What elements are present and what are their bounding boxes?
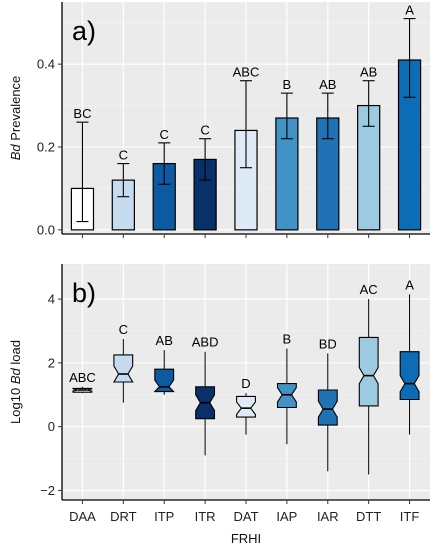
significance-letter: C <box>119 322 128 337</box>
panel-b-x-ticks <box>81 500 411 504</box>
x-tick-label: DRT <box>110 509 137 524</box>
significance-letter: A <box>405 3 414 18</box>
y-tick-label: 0 <box>48 419 55 434</box>
y-tick-label: −2 <box>40 483 55 498</box>
box-dtt <box>358 336 379 407</box>
panel-b-significance-letters: ABC C AB ABD D B BD AC A <box>69 277 414 391</box>
panel-a-y-ticks: 0.0 0.2 0.4 <box>37 57 62 237</box>
panel-b-label: b) <box>72 278 96 308</box>
panel-a-prevalence: BC C C C ABC B AB AB A a) 0.0 0.2 0.4 Bd Prevalenc… <box>8 2 430 238</box>
panel-b-boxplots <box>72 294 420 475</box>
significance-letter: B <box>283 77 292 92</box>
x-tick-label: DAT <box>233 509 258 524</box>
x-tick-label: IAR <box>317 509 339 524</box>
y-tick-label: 0.2 <box>37 140 55 155</box>
panel-b-y-axis-title-italic: Bd <box>8 368 23 385</box>
box-drt <box>112 354 134 383</box>
significance-letter: AC <box>360 282 378 297</box>
x-tick-label: IAP <box>276 509 297 524</box>
panel-b-y-axis-title: Log10 Bd load <box>8 340 23 424</box>
significance-letter: D <box>241 376 250 391</box>
panel-a-y-axis-title-italic: Bd <box>8 144 23 161</box>
significance-letter: ABD <box>192 335 219 350</box>
panel-a-label: a) <box>72 16 96 46</box>
box-itf <box>399 351 420 401</box>
x-tick-label: ITP <box>154 509 174 524</box>
panel-a-significance-letters: BC C C C ABC B AB AB A <box>73 3 414 163</box>
significance-letter: C <box>200 123 209 138</box>
box-itp <box>153 368 175 393</box>
significance-letter: AB <box>156 333 173 348</box>
significance-letter: C <box>160 127 169 142</box>
panel-b-x-tick-labels: DAA DRT ITP ITR DAT IAP IAR DTT ITF <box>69 509 419 524</box>
significance-letter: C <box>119 148 128 163</box>
panel-a-bars <box>70 18 422 231</box>
x-tick-label: ITF <box>400 509 420 524</box>
panel-b-y-ticks: −2 0 2 4 <box>40 292 62 498</box>
panel-a-y-axis-title-rest: Prevalence <box>8 76 23 145</box>
y-tick-label: 0.0 <box>37 222 55 237</box>
panel-a-y-axis-title: Bd Prevalence <box>8 76 23 161</box>
panel-b-y-axis-title-prefix: Log10 <box>8 384 23 424</box>
panel-a-x-ticks <box>81 234 411 238</box>
x-tick-label: ITR <box>195 509 216 524</box>
y-tick-label: 2 <box>48 355 55 370</box>
significance-letter: B <box>283 332 292 347</box>
panel-b-y-axis-title-suffix: load <box>8 340 23 368</box>
significance-letter: A <box>405 277 414 292</box>
x-axis-title: FRHI <box>231 531 261 546</box>
x-tick-label: DTT <box>356 509 381 524</box>
y-tick-label: 4 <box>48 292 55 307</box>
significance-letter: AB <box>360 65 377 80</box>
x-tick-label: DAA <box>69 509 96 524</box>
box-dat <box>236 395 256 418</box>
significance-letter: BD <box>319 336 337 351</box>
significance-letter: BC <box>73 106 91 121</box>
significance-letter: AB <box>319 77 336 92</box>
y-tick-label: 0.4 <box>37 57 55 72</box>
significance-letter: ABC <box>69 370 96 385</box>
box-iar <box>317 389 338 426</box>
significance-letter: ABC <box>233 65 260 80</box>
